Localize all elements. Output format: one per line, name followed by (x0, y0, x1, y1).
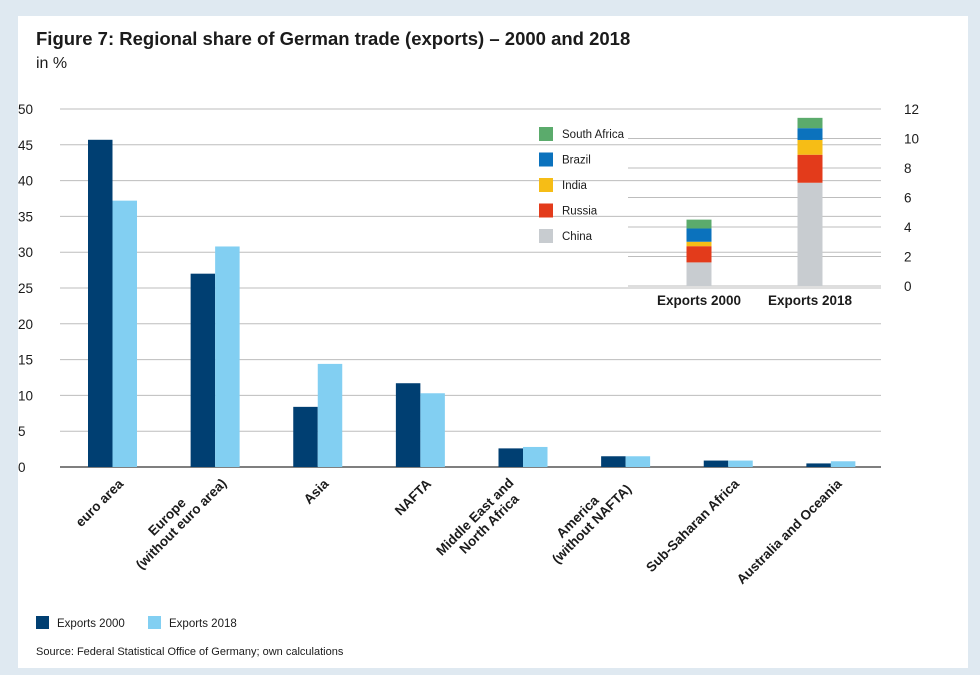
inset-y-tick-label: 2 (904, 250, 912, 265)
stack-exports-2018-south-africa (797, 117, 823, 129)
category-label-line: euro area (73, 476, 127, 530)
inset-y-tick-label: 0 (904, 279, 912, 294)
category-label-euro-area: euro area (73, 476, 127, 530)
inset-y-tick-label: 8 (904, 161, 912, 176)
category-label-line: (without euro area) (133, 476, 230, 573)
inset-gridlines (628, 108, 881, 287)
category-label-australia-and-oceania: Australia and Oceania (734, 476, 845, 587)
category-label-line: Asia (301, 476, 332, 507)
inset-legend-label-south-africa: South Africa (562, 129, 625, 141)
inset-y-axis: 0 2 4 6 8 10 12 (904, 102, 919, 294)
bar-sub-saharan-africa-exports-2000 (703, 460, 729, 467)
main-y-axis: 0 5 10 15 20 25 30 35 40 45 50 (18, 102, 33, 475)
category-label-line: Sub-Saharan Africa (643, 476, 742, 575)
main-legend: Exports 2000 Exports 2018 (36, 616, 237, 630)
legend-swatch-exports-2000 (36, 616, 49, 629)
inset-legend-label-brazil: Brazil (562, 155, 591, 167)
stack-exports-2018-brazil (797, 128, 823, 140)
category-label-sub-saharan-africa: Sub-Saharan Africa (643, 476, 742, 575)
category-label-line: NAFTA (392, 476, 434, 518)
inset-legend-swatch-india (539, 178, 553, 192)
inset-x-axis: Exports 2000 Exports 2018 (657, 293, 853, 308)
main-y-tick-label: 35 (18, 209, 33, 224)
bar-euro-area-exports-2000 (88, 139, 113, 467)
bar-sub-saharan-africa-exports-2018 (728, 460, 753, 467)
stack-exports-2018-china (797, 182, 823, 286)
inset-y-tick-label: 12 (904, 102, 919, 117)
main-gridlines (60, 108, 881, 468)
main-y-tick-label: 15 (18, 353, 33, 368)
inset-legend-label-china: China (562, 231, 593, 243)
category-label-europe-without-euro-area: Europe(without euro area) (122, 465, 229, 572)
stack-exports-2018-india (797, 139, 823, 155)
main-y-tick-label: 5 (18, 424, 26, 439)
main-y-tick-label: 45 (18, 138, 33, 153)
inset-legend-swatch-china (539, 229, 553, 243)
stack-exports-2000-brazil (686, 228, 712, 242)
legend-swatch-exports-2018 (148, 616, 161, 629)
category-label-middle-east-and-north-africa: Middle East andNorth Africa (433, 475, 527, 569)
stack-exports-2000-south-africa (686, 219, 712, 229)
inset-category-label-exports-2018: Exports 2018 (768, 293, 853, 308)
legend-label-exports-2018: Exports 2018 (169, 618, 237, 630)
bar-australia-and-oceania-exports-2018 (830, 461, 856, 467)
category-label-america-without-nafta: America(without NAFTA) (538, 471, 634, 567)
inset-category-label-exports-2000: Exports 2000 (657, 293, 741, 308)
stack-exports-2018-russia (797, 154, 823, 183)
stack-exports-2000-china (686, 262, 712, 286)
bar-euro-area-exports-2018 (112, 200, 137, 467)
bar-middle-east-and-north-africa-exports-2018 (523, 446, 548, 467)
main-y-tick-label: 0 (18, 460, 26, 475)
figure-card: Figure 7: Regional share of German trade… (18, 16, 968, 668)
inset-bars (686, 117, 823, 286)
source-note: Source: Federal Statistical Office of Ge… (36, 646, 344, 658)
category-label-nafta: NAFTA (392, 476, 434, 518)
bar-america-without-nafta-exports-2018 (625, 456, 651, 467)
inset-legend-swatch-brazil (539, 152, 553, 167)
main-y-tick-label: 30 (18, 245, 33, 260)
bar-asia-exports-2000 (293, 406, 318, 467)
bar-europe-without-euro-area-exports-2000 (190, 273, 216, 467)
bar-australia-and-oceania-exports-2000 (806, 463, 831, 467)
inset-legend: South Africa Brazil India Russia China (539, 127, 625, 243)
inset-legend-swatch-russia (539, 203, 553, 218)
stack-exports-2000-russia (686, 246, 712, 263)
inset-legend-label-russia: Russia (562, 206, 598, 218)
legend-label-exports-2000: Exports 2000 (57, 618, 125, 630)
bar-nafta-exports-2000 (395, 383, 421, 467)
main-y-tick-label: 50 (18, 102, 33, 117)
inset-y-tick-label: 6 (904, 191, 912, 206)
bar-asia-exports-2018 (317, 363, 343, 467)
inset-y-tick-label: 4 (904, 220, 912, 235)
inset-legend-label-india: India (562, 180, 588, 192)
main-y-tick-label: 25 (18, 281, 33, 296)
category-label-asia: Asia (301, 476, 332, 507)
figure-subtitle: in % (36, 55, 67, 72)
main-y-tick-label: 10 (18, 388, 33, 403)
inset-legend-swatch-south-africa (539, 127, 553, 141)
main-y-tick-label: 40 (18, 174, 33, 189)
inset-y-tick-label: 10 (904, 132, 919, 147)
stack-exports-2000-india (686, 241, 712, 247)
category-label-line: Australia and Oceania (734, 476, 845, 587)
bar-nafta-exports-2018 (420, 393, 445, 467)
chart-canvas: Figure 7: Regional share of German trade… (18, 28, 919, 658)
bar-middle-east-and-north-africa-exports-2000 (498, 448, 523, 467)
main-y-tick-label: 20 (18, 317, 33, 332)
figure-title: Figure 7: Regional share of German trade… (36, 28, 630, 49)
bar-america-without-nafta-exports-2000 (601, 456, 626, 467)
bar-europe-without-euro-area-exports-2018 (215, 246, 240, 467)
main-bars (88, 139, 856, 467)
main-x-axis: euro area Europe(without euro area) Asia NA… (73, 465, 845, 587)
